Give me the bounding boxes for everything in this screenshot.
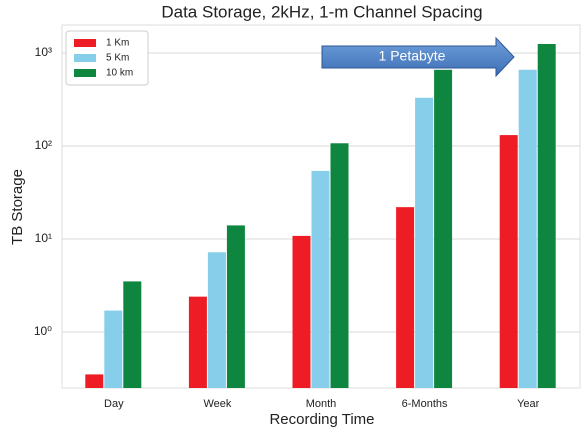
legend-label: 10 km xyxy=(106,68,133,79)
bar xyxy=(188,296,207,388)
bar xyxy=(104,310,123,388)
legend-label: 1 Km xyxy=(106,38,129,49)
x-tick-label: Month xyxy=(306,398,337,410)
legend-swatch xyxy=(74,54,96,62)
x-tick-label: Day xyxy=(104,398,124,410)
y-tick-label: 10³ xyxy=(35,45,52,59)
legend-label: 5 Km xyxy=(106,53,129,64)
bar xyxy=(434,69,453,389)
bar xyxy=(415,97,434,389)
legend: 1 Km 5 Km 10 km xyxy=(65,30,149,86)
annotation-arrow xyxy=(321,36,515,78)
bar xyxy=(207,252,226,388)
bar xyxy=(330,143,349,388)
bars: Day Week Month 6-Months Year xyxy=(85,43,556,410)
bar xyxy=(311,170,330,388)
bar xyxy=(226,225,245,388)
y-tick-label: 10¹ xyxy=(35,231,52,245)
bar xyxy=(85,374,104,388)
legend-swatch xyxy=(74,69,96,77)
x-tick-label: Week xyxy=(203,398,231,410)
x-tick-label: 6-Months xyxy=(402,398,448,410)
bar xyxy=(499,135,518,388)
bar xyxy=(518,69,537,389)
bar xyxy=(537,43,556,388)
bar xyxy=(123,281,142,388)
annotation: 1 Petabyte xyxy=(321,36,515,78)
bar xyxy=(396,207,415,388)
legend-swatch xyxy=(74,39,96,47)
x-axis-label: Recording Time xyxy=(269,411,374,428)
x-tick-label: Year xyxy=(517,398,540,410)
chart-title: Data Storage, 2kHz, 1-m Channel Spacing xyxy=(161,2,482,21)
y-tick-label: 10⁰ xyxy=(34,324,52,338)
annotation-text: 1 Petabyte xyxy=(379,48,446,64)
bar xyxy=(292,235,311,388)
y-tick-label: 10² xyxy=(35,138,52,152)
y-axis-label: TB Storage xyxy=(9,169,26,245)
